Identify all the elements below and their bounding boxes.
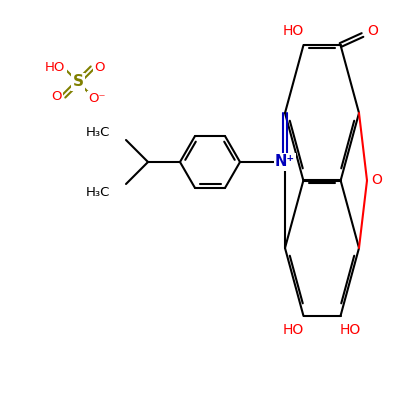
Text: H₃C: H₃C [86,186,110,198]
Text: HO: HO [340,323,361,337]
Text: S: S [72,74,84,90]
Text: HO: HO [283,24,304,38]
Text: O: O [52,90,62,103]
Text: HO: HO [283,323,304,337]
Text: HO: HO [45,61,66,74]
Text: O: O [94,61,104,74]
Text: H₃C: H₃C [86,126,110,138]
Text: N⁺: N⁺ [275,154,295,170]
Text: N⁺: N⁺ [275,154,295,170]
Text: O⁻: O⁻ [88,92,106,105]
Text: O: O [372,174,382,188]
Text: O: O [367,24,378,38]
